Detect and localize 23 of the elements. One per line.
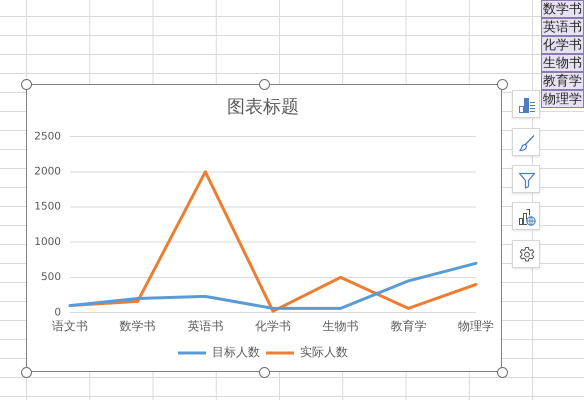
x-tick-label: 生物书 [322, 318, 359, 333]
x-tick-label: 语文书 [52, 318, 88, 333]
x-tick-label: 物理学 [458, 318, 494, 333]
y-tick-label: 1500 [34, 200, 61, 213]
x-tick-label: 教育学 [390, 318, 426, 333]
category-label: 数学书 [543, 1, 582, 16]
chart-frame: 目标人数 实际人数 图表标题 语文书 数学书 英语书 化学书 生物书 教育学 物理学 0 500 1000 1500 2000 2500 [26, 84, 502, 372]
x-tick-label: 化学书 [255, 318, 291, 333]
x-tick-label: 英语书 [187, 318, 224, 333]
legend-label: 实际人数 [300, 345, 348, 360]
y-tick-label: 0 [54, 306, 61, 318]
y-tick-label: 2000 [34, 166, 61, 178]
legend-label: 目标人数 [212, 345, 260, 360]
y-tick-label: 2500 [34, 130, 61, 142]
category-label: 教育学 [543, 73, 582, 88]
category-label: 生物书 [543, 55, 582, 70]
chart-title: 图表标题 [227, 96, 299, 118]
y-tick-label: 1000 [34, 236, 61, 248]
y-tick-label: 500 [40, 271, 61, 284]
category-label: 物理学 [543, 91, 582, 106]
category-label: 化学书 [543, 37, 582, 52]
x-tick-label: 数学书 [120, 318, 156, 333]
category-label: 英语书 [543, 19, 582, 34]
